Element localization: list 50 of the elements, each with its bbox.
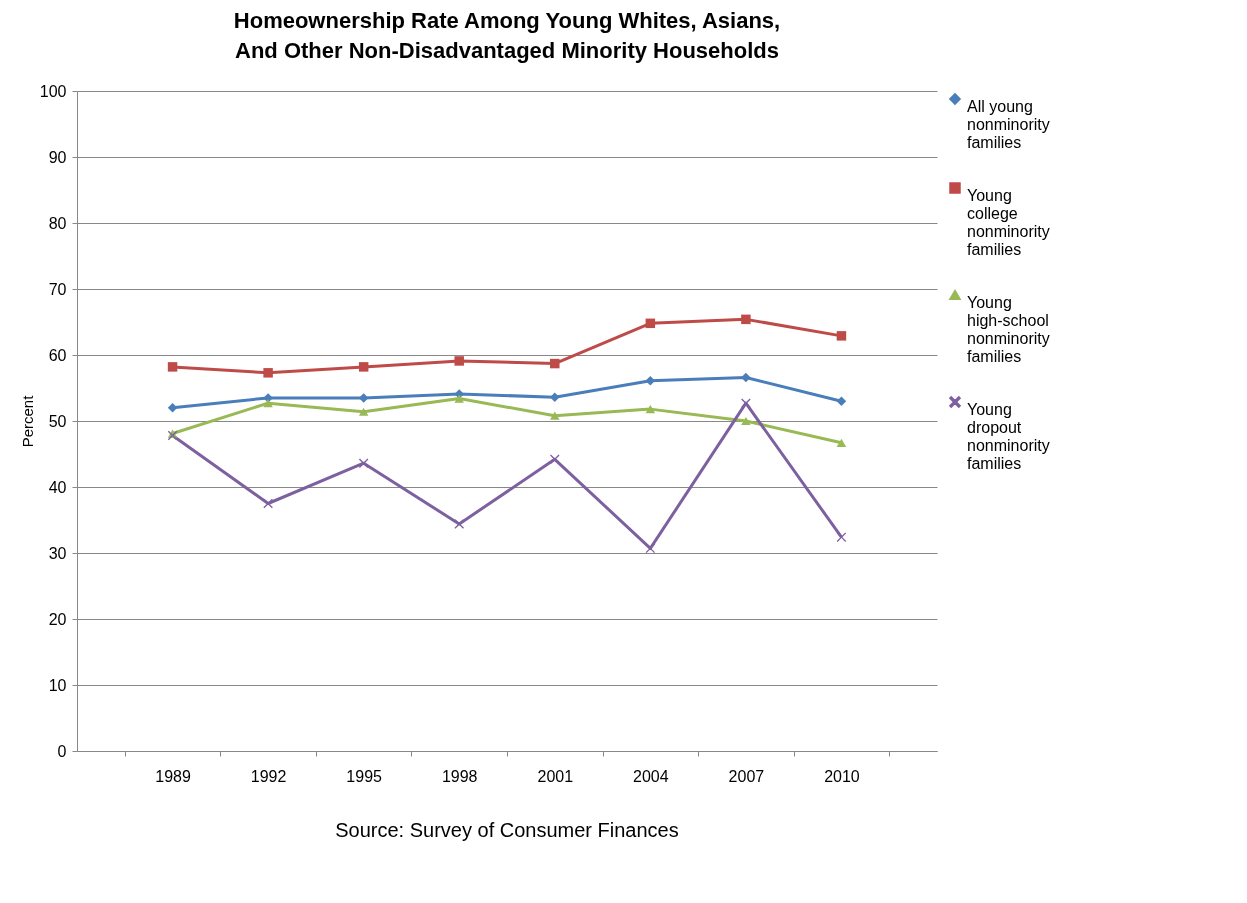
- point: [550, 411, 560, 420]
- x-tick-label: 2007: [728, 767, 765, 785]
- source-note: Source: Survey of Consumer Finances: [335, 819, 679, 841]
- y-tick-label: 100: [39, 82, 67, 100]
- point: [741, 314, 751, 325]
- point: [550, 392, 560, 402]
- point: [836, 396, 847, 406]
- y-tick-label: 60: [48, 346, 67, 364]
- y-tick-label: 30: [48, 544, 67, 562]
- point: [645, 405, 656, 414]
- x-tick-label: 1998: [441, 767, 478, 785]
- point: [741, 372, 751, 383]
- point: [836, 331, 847, 341]
- x-tick-label: 2004: [633, 767, 669, 785]
- point: [836, 532, 847, 542]
- y-tick-label: 40: [48, 478, 67, 496]
- point: [358, 362, 369, 372]
- y-tick-label: 10: [48, 676, 67, 694]
- y-tick-label: 50: [48, 412, 67, 430]
- legend-label: All young nonminority families: [967, 98, 1050, 151]
- x-tick-label: 1995: [346, 767, 383, 785]
- point: [263, 498, 273, 509]
- x-tick-label: 1992: [250, 767, 287, 785]
- legend-label: Young dropout nonminority families: [967, 401, 1050, 472]
- point: [167, 403, 178, 413]
- point: [550, 358, 560, 369]
- y-tick-label: 20: [48, 610, 67, 628]
- point: [645, 318, 656, 329]
- x-tick-label: 2010: [824, 767, 860, 785]
- y-tick-label: 80: [48, 214, 67, 232]
- y-axis-title: Percent: [18, 394, 36, 448]
- point: [358, 458, 369, 468]
- point: [263, 368, 273, 378]
- point: [741, 398, 751, 408]
- y-tick-label: 70: [48, 280, 67, 298]
- chart-title: Homeownership Rate Among Young Whites, Asians, And Other Non-Disadvantaged Minority Households: [233, 8, 781, 63]
- legend-label: Young college nonminority families: [967, 187, 1050, 258]
- point: [167, 362, 178, 372]
- y-tick-label: 90: [48, 148, 67, 166]
- x-tick-label: 1989: [155, 767, 191, 785]
- point: [454, 519, 464, 529]
- point: [836, 438, 847, 447]
- point: [454, 356, 464, 366]
- legend-label: Young high-school nonminority families: [967, 294, 1050, 365]
- y-tick-label: 0: [57, 742, 67, 760]
- point: [741, 416, 751, 426]
- point: [263, 399, 273, 408]
- point: [358, 407, 369, 416]
- point: [454, 394, 464, 403]
- x-tick-label: 2001: [537, 767, 574, 785]
